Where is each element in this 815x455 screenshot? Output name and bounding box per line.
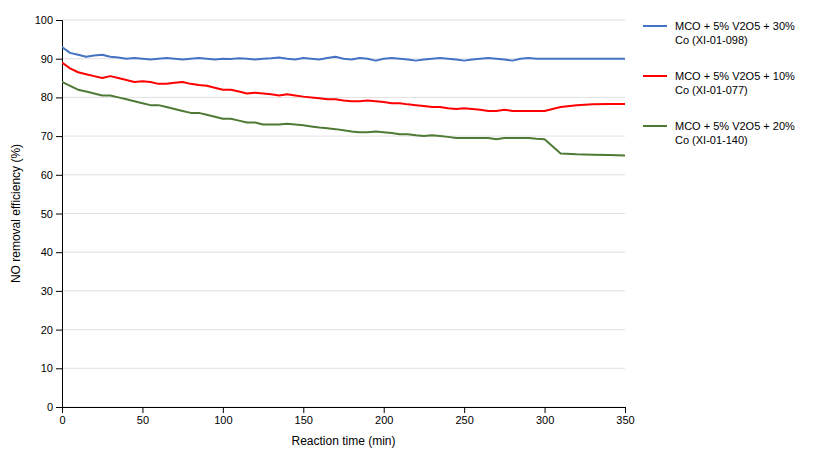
- tick-label: 80: [41, 91, 53, 103]
- tick: 90: [41, 53, 62, 65]
- legend-item: MCO + 5% V2O5 + 20%Co (XI-01-140): [643, 120, 795, 146]
- tick-mark: [464, 407, 465, 413]
- tick-mark: [56, 97, 62, 98]
- tick: 300: [536, 407, 554, 426]
- tick-mark: [545, 407, 546, 413]
- grid-line: [62, 252, 625, 253]
- legend-swatch: [643, 25, 667, 27]
- tick: 200: [375, 407, 393, 426]
- series-line: [62, 47, 625, 61]
- tick-label: 150: [295, 414, 313, 426]
- legend-label: MCO + 5% V2O5 + 10%Co (XI-01-077): [675, 70, 795, 96]
- tick-mark: [625, 407, 626, 413]
- grid-line: [62, 20, 625, 21]
- tick: 30: [41, 285, 62, 297]
- axis-line: [56, 21, 63, 408]
- tick-label: 300: [536, 414, 554, 426]
- tick: 20: [41, 324, 62, 336]
- y-axis-title: NO removal efficiency (%): [9, 144, 23, 283]
- grid-line: [62, 368, 625, 369]
- tick-mark: [303, 407, 304, 413]
- tick: 100: [35, 14, 62, 26]
- tick-mark: [56, 136, 62, 137]
- grid-line: [62, 290, 625, 291]
- tick: 100: [214, 407, 232, 426]
- tick: 10: [41, 362, 62, 374]
- tick-label: 30: [41, 285, 53, 297]
- tick-label: 40: [41, 246, 53, 258]
- tick: 50: [41, 208, 62, 220]
- y-axis: 0 10 20 30 40 50 60 70 80 90 100: [35, 14, 63, 413]
- tick-mark: [56, 20, 62, 21]
- tick: 150: [295, 407, 313, 426]
- grid-line: [62, 136, 625, 137]
- tick-mark: [56, 291, 62, 292]
- x-axis-title: Reaction time (min): [291, 434, 395, 448]
- tick-label: 0: [59, 414, 65, 426]
- tick-label: 60: [41, 169, 53, 181]
- tick-label: 50: [137, 414, 149, 426]
- grid-line: [62, 329, 625, 330]
- tick-label: 20: [41, 324, 53, 336]
- tick-label: 100: [214, 414, 232, 426]
- tick: 40: [41, 246, 62, 258]
- grid-line: [62, 213, 625, 214]
- tick-mark: [223, 407, 224, 413]
- tick-mark: [56, 175, 62, 176]
- legend-label: MCO + 5% V2O5 + 30%Co (XI-01-098): [675, 20, 795, 46]
- legend: MCO + 5% V2O5 + 30%Co (XI-01-098) MCO + 5…: [643, 20, 795, 146]
- tick-mark: [142, 407, 143, 413]
- tick: 60: [41, 169, 62, 181]
- tick: 50: [137, 407, 149, 426]
- tick-mark: [56, 368, 62, 369]
- axis-line: [63, 408, 626, 414]
- grid: [62, 20, 625, 407]
- tick-label: 90: [41, 53, 53, 65]
- tick-label: 250: [455, 414, 473, 426]
- tick-label: 350: [616, 414, 634, 426]
- legend-swatch: [643, 125, 667, 127]
- tick-mark: [56, 214, 62, 215]
- tick-mark: [56, 252, 62, 253]
- tick-mark: [56, 407, 62, 408]
- tick: 80: [41, 91, 62, 103]
- tick-label: 0: [47, 401, 53, 413]
- tick: 70: [41, 130, 62, 142]
- grid-line: [62, 97, 625, 98]
- legend-item: MCO + 5% V2O5 + 30%Co (XI-01-098): [643, 20, 795, 46]
- tick-label: 50: [41, 208, 53, 220]
- legend-swatch: [643, 75, 667, 77]
- tick: 0: [47, 401, 62, 413]
- lines: [62, 47, 625, 155]
- legend-item: MCO + 5% V2O5 + 10%Co (XI-01-077): [643, 70, 795, 96]
- tick-label: 200: [375, 414, 393, 426]
- tick: 350: [616, 407, 634, 426]
- plot-area: 0 50 100 150 200 250 300 350 0 10 20 30 40 50 60 70 80 90…: [9, 14, 635, 448]
- series-line: [62, 82, 625, 156]
- chart: 0 50 100 150 200 250 300 350 0 10 20 30 40 50 60 70 80 90…: [0, 0, 815, 455]
- legend-label: MCO + 5% V2O5 + 20%Co (XI-01-140): [675, 120, 795, 146]
- x-axis: 0 50 100 150 200 250 300 350: [59, 407, 634, 426]
- tick-mark: [56, 330, 62, 331]
- tick-mark: [56, 59, 62, 60]
- tick-label: 70: [41, 130, 53, 142]
- tick-mark: [384, 407, 385, 413]
- tick: 0: [59, 407, 65, 426]
- tick-label: 10: [41, 362, 53, 374]
- tick-label: 100: [35, 14, 53, 26]
- tick: 250: [455, 407, 473, 426]
- grid-line: [62, 174, 625, 175]
